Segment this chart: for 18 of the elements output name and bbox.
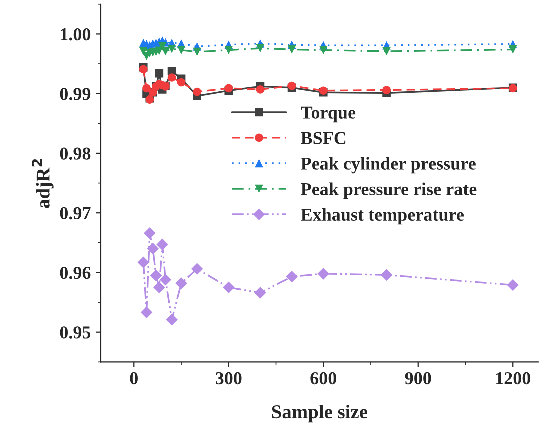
y-tick-label: 0.98: [60, 148, 91, 160]
y-tick-label: 0.95: [60, 326, 91, 339]
x-tick-label: 600: [310, 372, 336, 385]
x-tick-label: 1200: [496, 372, 530, 385]
x-tick-label: 900: [405, 372, 432, 385]
x-axis-title: Sample size: [272, 404, 368, 423]
y-tick-label: 0.96: [60, 266, 91, 280]
y-tick-label: 0.99: [60, 88, 91, 100]
y-axis-title: adjR$^{2}$: [32, 159, 54, 208]
legend-label: Peak pressure rise rate: [301, 182, 477, 200]
legend-label: BSFC: [301, 132, 346, 144]
legend-label: Torque: [301, 106, 356, 123]
legend-label: Peak cylinder pressure: [301, 157, 476, 174]
x-tick-label: 0: [130, 372, 138, 385]
y-tick-label: 0.97: [60, 207, 91, 220]
y-tick-label: 1.00: [61, 28, 91, 41]
legend-label: Exhaust temperature: [301, 208, 464, 225]
x-tick-label: 300: [216, 372, 242, 385]
